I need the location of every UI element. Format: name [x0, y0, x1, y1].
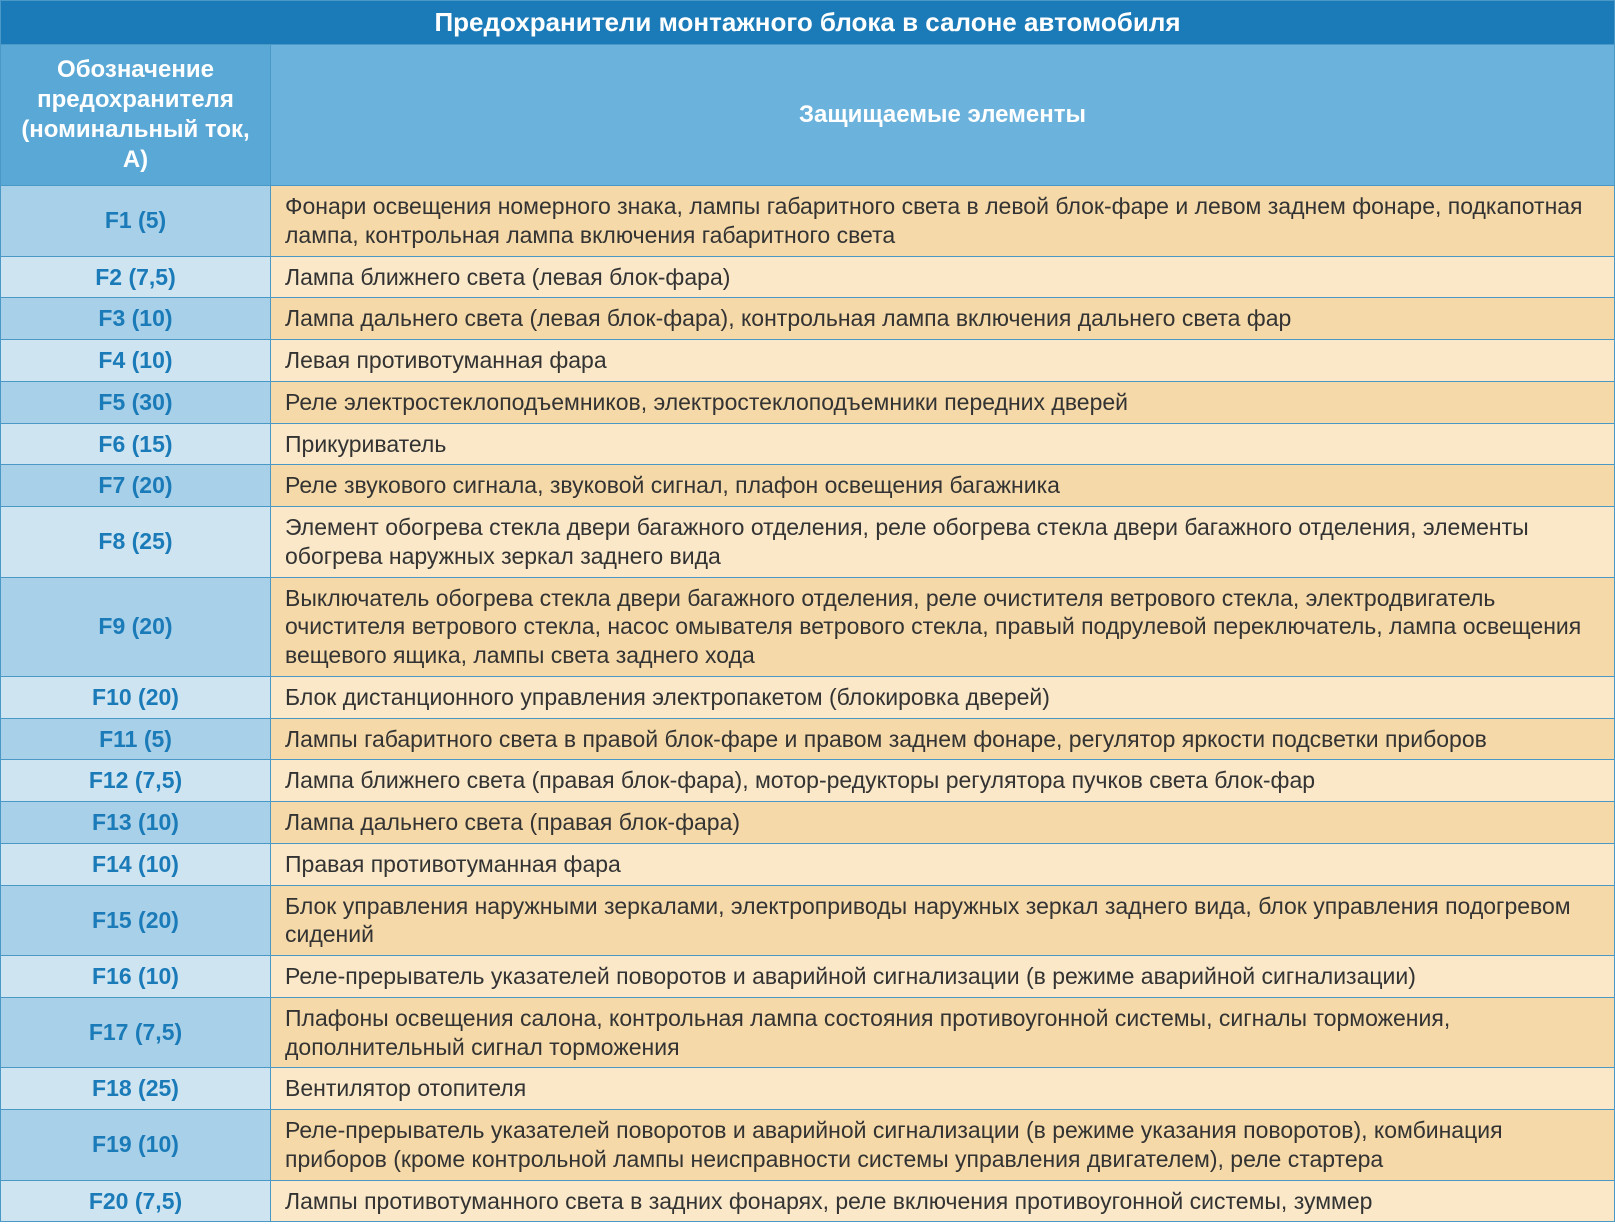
- fuse-description: Элемент обогрева стекла двери багажного …: [271, 507, 1615, 578]
- fuse-label: F3 (10): [1, 298, 271, 340]
- fuse-label: F18 (25): [1, 1068, 271, 1110]
- table-header-row: Обозначение предохранителя (номинальный …: [1, 45, 1615, 186]
- fuse-description: Выключатель обогрева стекла двери багажн…: [271, 577, 1615, 676]
- fuse-label: F4 (10): [1, 340, 271, 382]
- fuse-label: F5 (30): [1, 381, 271, 423]
- fuse-description: Лампа дальнего света (левая блок-фара), …: [271, 298, 1615, 340]
- fuse-description: Реле-прерыватель указателей поворотов и …: [271, 1110, 1615, 1181]
- fuse-label: F19 (10): [1, 1110, 271, 1181]
- fuse-description: Блок дистанционного управления электропа…: [271, 676, 1615, 718]
- table-row: F1 (5)Фонари освещения номерного знака, …: [1, 186, 1615, 257]
- table-row: F3 (10)Лампа дальнего света (левая блок-…: [1, 298, 1615, 340]
- column-header-fuse: Обозначение предохранителя (номинальный …: [1, 45, 271, 186]
- fuse-label: F14 (10): [1, 843, 271, 885]
- table-row: F15 (20)Блок управления наружными зеркал…: [1, 885, 1615, 956]
- fuse-description: Плафоны освещения салона, контрольная ла…: [271, 997, 1615, 1068]
- table-row: F19 (10)Реле-прерыватель указателей пово…: [1, 1110, 1615, 1181]
- fuse-description: Вентилятор отопителя: [271, 1068, 1615, 1110]
- table-row: F20 (7,5)Лампы противотуманного света в …: [1, 1180, 1615, 1222]
- table-row: F16 (10)Реле-прерыватель указателей пово…: [1, 956, 1615, 998]
- fuse-description: Правая противотуманная фара: [271, 843, 1615, 885]
- fuse-description: Реле-прерыватель указателей поворотов и …: [271, 956, 1615, 998]
- fuse-description: Лампа ближнего света (левая блок-фара): [271, 256, 1615, 298]
- fuse-label: F13 (10): [1, 802, 271, 844]
- table-row: F10 (20)Блок дистанционного управления э…: [1, 676, 1615, 718]
- fuse-description: Реле звукового сигнала, звуковой сигнал,…: [271, 465, 1615, 507]
- table-row: F8 (25)Элемент обогрева стекла двери баг…: [1, 507, 1615, 578]
- fuse-description: Левая противотуманная фара: [271, 340, 1615, 382]
- table-row: F18 (25)Вентилятор отопителя: [1, 1068, 1615, 1110]
- table-row: F13 (10)Лампа дальнего света (правая бло…: [1, 802, 1615, 844]
- table-title-row: Предохранители монтажного блока в салоне…: [1, 1, 1615, 45]
- fuse-description: Лампы габаритного света в правой блок-фа…: [271, 718, 1615, 760]
- fuse-label: F17 (7,5): [1, 997, 271, 1068]
- table-row: F9 (20)Выключатель обогрева стекла двери…: [1, 577, 1615, 676]
- table-row: F12 (7,5)Лампа ближнего света (правая бл…: [1, 760, 1615, 802]
- fuse-description: Лампа дальнего света (правая блок-фара): [271, 802, 1615, 844]
- fuse-label: F11 (5): [1, 718, 271, 760]
- table-row: F4 (10)Левая противотуманная фара: [1, 340, 1615, 382]
- fuse-description: Лампа ближнего света (правая блок-фара),…: [271, 760, 1615, 802]
- fuse-description: Фонари освещения номерного знака, лампы …: [271, 186, 1615, 257]
- fuse-label: F20 (7,5): [1, 1180, 271, 1222]
- table-row: F7 (20)Реле звукового сигнала, звуковой …: [1, 465, 1615, 507]
- fuse-label: F9 (20): [1, 577, 271, 676]
- fuse-description: Лампы противотуманного света в задних фо…: [271, 1180, 1615, 1222]
- table-row: F2 (7,5)Лампа ближнего света (левая блок…: [1, 256, 1615, 298]
- fuse-label: F2 (7,5): [1, 256, 271, 298]
- table-row: F11 (5)Лампы габаритного света в правой …: [1, 718, 1615, 760]
- fuse-label: F8 (25): [1, 507, 271, 578]
- table-row: F5 (30)Реле электростеклоподъемников, эл…: [1, 381, 1615, 423]
- table-row: F14 (10)Правая противотуманная фара: [1, 843, 1615, 885]
- table-body: F1 (5)Фонари освещения номерного знака, …: [1, 186, 1615, 1222]
- fuse-label: F6 (15): [1, 423, 271, 465]
- fuse-description: Прикуриватель: [271, 423, 1615, 465]
- fuse-label: F16 (10): [1, 956, 271, 998]
- table-title: Предохранители монтажного блока в салоне…: [1, 1, 1615, 45]
- fuse-label: F7 (20): [1, 465, 271, 507]
- table-row: F6 (15)Прикуриватель: [1, 423, 1615, 465]
- table-row: F17 (7,5)Плафоны освещения салона, контр…: [1, 997, 1615, 1068]
- fuse-description: Блок управления наружными зеркалами, эле…: [271, 885, 1615, 956]
- fuse-label: F15 (20): [1, 885, 271, 956]
- column-header-desc: Защищаемые элементы: [271, 45, 1615, 186]
- fuse-label: F1 (5): [1, 186, 271, 257]
- fuse-description: Реле электростеклоподъемников, электрост…: [271, 381, 1615, 423]
- fuse-table: Предохранители монтажного блока в салоне…: [0, 0, 1615, 1222]
- fuse-label: F12 (7,5): [1, 760, 271, 802]
- fuse-label: F10 (20): [1, 676, 271, 718]
